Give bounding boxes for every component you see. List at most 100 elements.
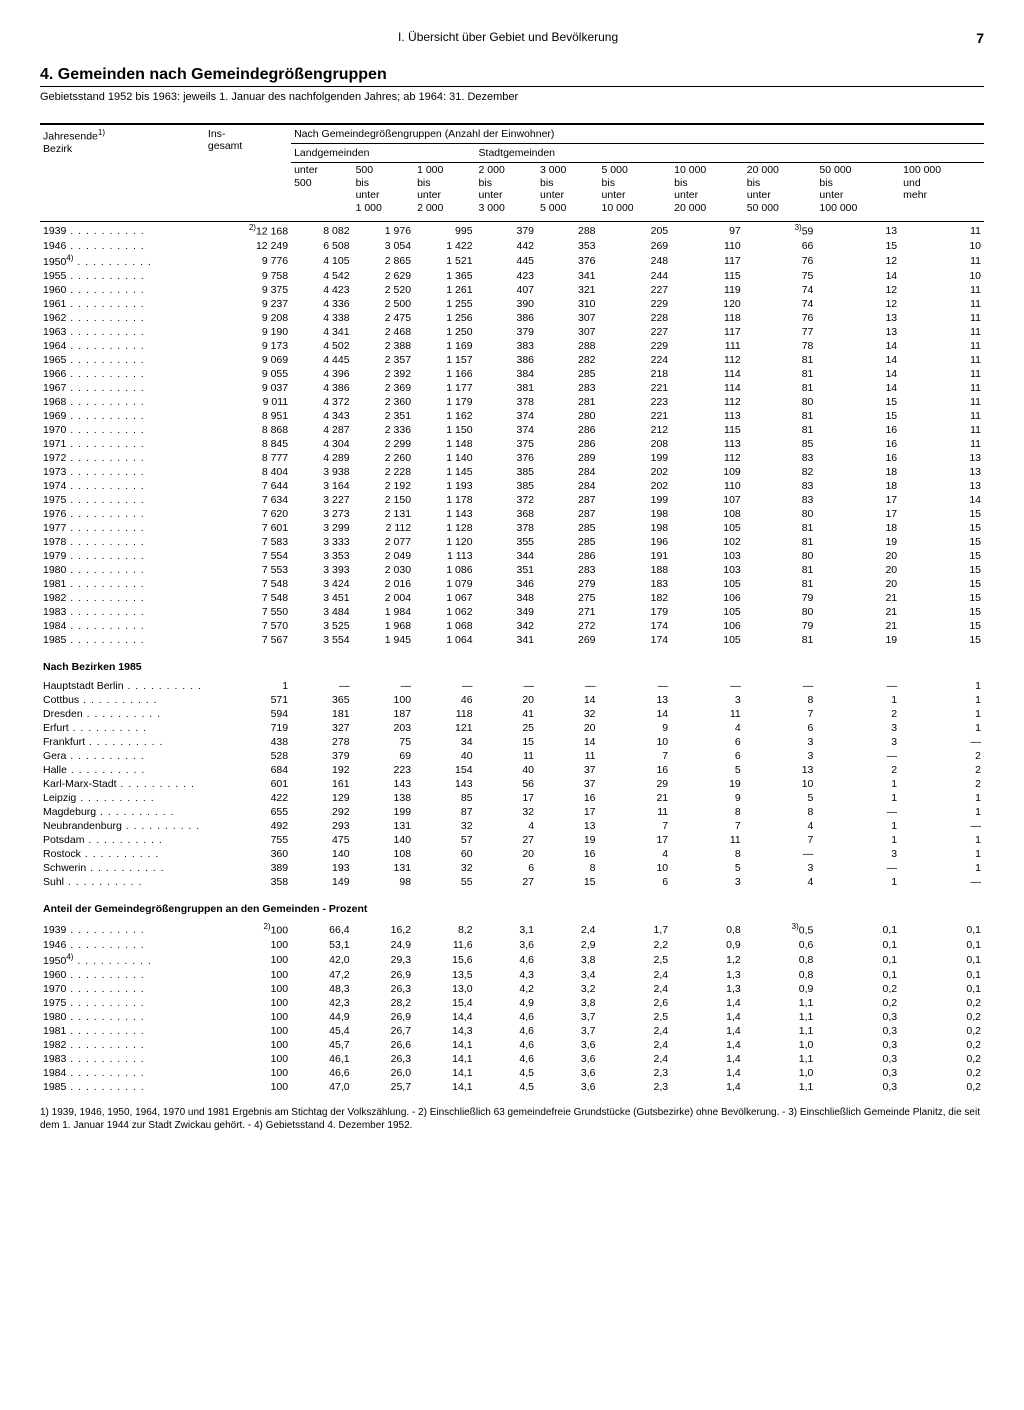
row-label: Dresden [40,707,205,721]
cell: 1,4 [671,1052,744,1066]
cell: 4 304 [291,437,352,451]
cell: — [537,679,598,693]
cell: 193 [291,861,352,875]
cell: 2 392 [353,367,414,381]
cell: 0,8 [744,968,817,982]
cell: 80 [744,507,817,521]
cell: 105 [671,577,744,591]
cell: 25,7 [353,1080,414,1094]
cell: 348 [476,591,537,605]
cell: 109 [671,465,744,479]
cell: 271 [537,605,598,619]
cell: 115 [671,269,744,283]
cell: 205 [599,222,672,239]
cell: 100 [205,952,291,969]
cell: 385 [476,465,537,479]
cell: — [671,679,744,693]
cell: 223 [353,763,414,777]
cell: 3 554 [291,633,352,647]
cell: 422 [205,791,291,805]
main-table: Jahresende1) Bezirk Ins-gesamt Nach Geme… [40,123,984,1094]
row-label: Karl-Marx-Stadt [40,777,205,791]
cell: 7 [671,819,744,833]
row-label: 1985 [40,1080,205,1094]
cell: 42,0 [291,952,352,969]
cell: 212 [599,423,672,437]
cell: 13 [900,465,984,479]
cell: 0,2 [816,996,900,1010]
cell: 342 [476,619,537,633]
cell: 438 [205,735,291,749]
cell: 8 404 [205,465,291,479]
cell: 13 [816,325,900,339]
cell: 285 [537,367,598,381]
row-label: Suhl [40,875,205,889]
cell: 287 [537,493,598,507]
cell: 76 [744,253,817,270]
cell: 269 [537,633,598,647]
cell: 15 [900,591,984,605]
cell: 3,4 [537,968,598,982]
cell: 9 758 [205,269,291,283]
cell: 344 [476,549,537,563]
cell: 2 228 [353,465,414,479]
cell: 14 [537,735,598,749]
cell: 4,2 [476,982,537,996]
cell: 112 [671,451,744,465]
cell: 4 542 [291,269,352,283]
cell: 4 [744,875,817,889]
cell: 188 [599,563,672,577]
cell: 381 [476,381,537,395]
cell: 81 [744,633,817,647]
cell: 2 388 [353,339,414,353]
cell: 321 [537,283,598,297]
cell: 8 951 [205,409,291,423]
cell: 83 [744,493,817,507]
cell: 279 [537,577,598,591]
cell: 100 [205,938,291,952]
cell: 0,6 [744,938,817,952]
cell: 3 333 [291,535,352,549]
cell: 1,1 [744,1052,817,1066]
cell: 77 [744,325,817,339]
cell: 14 [537,693,598,707]
cell: 4 445 [291,353,352,367]
cell: 221 [599,409,672,423]
cell: 14,1 [414,1066,475,1080]
cell: 1,3 [671,968,744,982]
cell: 376 [537,253,598,270]
cell: 601 [205,777,291,791]
cell: 13 [537,819,598,833]
cell: 3,6 [537,1066,598,1080]
cell: 7 553 [205,563,291,577]
cell: 85 [414,791,475,805]
row-label: 1977 [40,521,205,535]
cell: 2 [900,763,984,777]
row-label: Potsdam [40,833,205,847]
cell: 0,3 [816,1010,900,1024]
cell: 2,6 [599,996,672,1010]
cell: 110 [671,479,744,493]
cell: 11 [900,367,984,381]
cell: 5 [744,791,817,805]
cell: 81 [744,367,817,381]
cell: 98 [353,875,414,889]
cell: 15 [900,549,984,563]
cell: 13 [744,763,817,777]
cell: 229 [599,297,672,311]
row-label: Rostock [40,847,205,861]
cell: 12 249 [205,239,291,253]
cell: 26,9 [353,1010,414,1024]
cell: 1,0 [744,1066,817,1080]
cell: 76 [744,311,817,325]
cell: 2 351 [353,409,414,423]
cell: 4 289 [291,451,352,465]
cell: 341 [537,269,598,283]
cell: — [744,679,817,693]
cell: 15 [476,735,537,749]
cell: 110 [671,239,744,253]
cell: 2 192 [353,479,414,493]
cell: 288 [537,339,598,353]
cell: 4 502 [291,339,352,353]
cell: 1,4 [671,1038,744,1052]
